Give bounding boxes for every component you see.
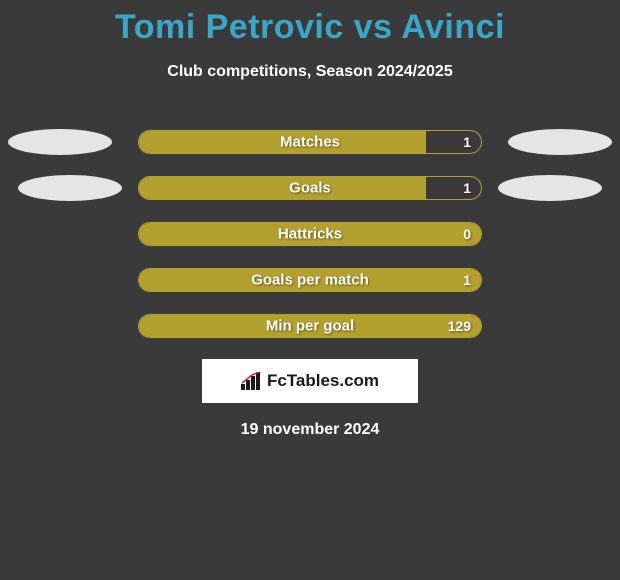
- stat-label: Goals: [289, 180, 331, 197]
- stat-row: Min per goal 129: [0, 303, 620, 349]
- stat-bar: Min per goal 129: [138, 314, 482, 338]
- source-logo-text: FcTables.com: [267, 371, 379, 391]
- source-logo: FcTables.com: [241, 371, 379, 391]
- footer-date: 19 november 2024: [0, 421, 620, 439]
- stat-row: Hattricks 0: [0, 211, 620, 257]
- stat-value: 129: [448, 318, 471, 334]
- bars-icon: [241, 372, 263, 390]
- stat-value: 0: [463, 226, 471, 242]
- stat-label: Goals per match: [251, 272, 369, 289]
- stat-label: Matches: [280, 134, 340, 151]
- stat-bar: Hattricks 0: [138, 222, 482, 246]
- stat-row: Goals per match 1: [0, 257, 620, 303]
- stat-row: Goals 1: [0, 165, 620, 211]
- page-subtitle: Club competitions, Season 2024/2025: [0, 63, 620, 81]
- stat-bar: Goals per match 1: [138, 268, 482, 292]
- stat-value: 1: [463, 180, 471, 196]
- stat-row: Matches 1: [0, 119, 620, 165]
- stat-bar-fill: [139, 177, 426, 199]
- stats-area: Matches 1 Goals 1 Hattricks 0 Goals per …: [0, 119, 620, 349]
- stat-label: Hattricks: [278, 226, 342, 243]
- stat-value: 1: [463, 272, 471, 288]
- page-title: Tomi Petrovic vs Avinci: [0, 0, 620, 47]
- source-logo-box: FcTables.com: [202, 359, 418, 403]
- stat-bar: Goals 1: [138, 176, 482, 200]
- stat-label: Min per goal: [266, 318, 354, 335]
- stat-bar: Matches 1: [138, 130, 482, 154]
- stat-value: 1: [463, 134, 471, 150]
